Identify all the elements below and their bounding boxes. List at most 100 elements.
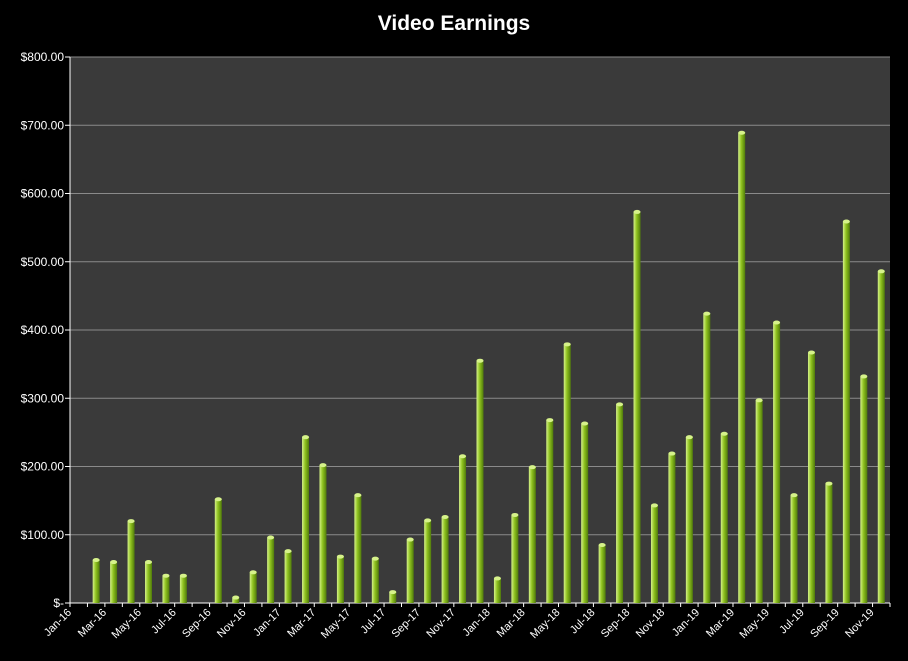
bar xyxy=(441,517,449,603)
bar-top xyxy=(720,431,728,436)
bar xyxy=(528,467,536,603)
y-tick-label: $- xyxy=(53,596,64,610)
bar-top xyxy=(249,570,257,575)
x-tick-label: May-19 xyxy=(738,607,772,641)
bar-top xyxy=(476,358,484,363)
bar xyxy=(685,437,693,603)
bar-top xyxy=(825,481,833,486)
bar xyxy=(860,376,868,603)
bar-top xyxy=(860,374,868,379)
bar xyxy=(110,562,118,603)
bar xyxy=(336,556,344,603)
bar-top xyxy=(406,537,414,542)
x-tick-label: Jan-18 xyxy=(461,607,493,639)
bar xyxy=(773,322,781,603)
x-tick-label: May-17 xyxy=(319,607,353,641)
bar xyxy=(476,360,484,603)
bar xyxy=(424,520,432,603)
bar xyxy=(232,597,240,603)
bar xyxy=(668,453,676,603)
bar-top xyxy=(214,497,222,502)
bar xyxy=(284,551,292,603)
bar-top xyxy=(511,512,519,517)
bar-top xyxy=(145,560,153,565)
bar-top xyxy=(528,465,536,470)
x-tick-label: Sep-17 xyxy=(389,607,423,641)
x-tick-label: Jul-17 xyxy=(358,607,388,637)
bar xyxy=(738,132,746,603)
bar xyxy=(825,483,833,603)
x-tick-label: Jul-18 xyxy=(568,607,598,637)
y-tick-label: $200.00 xyxy=(21,460,65,474)
bar-top xyxy=(319,463,327,468)
x-tick-label: Mar-17 xyxy=(285,607,318,640)
bar xyxy=(493,578,501,603)
bar-top xyxy=(581,421,589,426)
x-tick-label: May-16 xyxy=(109,607,143,641)
bar xyxy=(214,499,222,603)
bar-top xyxy=(685,435,693,440)
bar-top xyxy=(92,558,100,563)
bar-top xyxy=(267,535,275,540)
bar xyxy=(598,544,606,603)
bar xyxy=(145,562,153,603)
x-tick-label: Sep-19 xyxy=(808,607,842,641)
chart-title: Video Earnings xyxy=(377,12,531,35)
bar-top xyxy=(703,311,711,316)
bar-top xyxy=(877,269,885,274)
bar-top xyxy=(755,398,763,403)
bar xyxy=(790,495,798,603)
bar-top xyxy=(633,209,641,214)
bar xyxy=(406,539,414,603)
bar-top xyxy=(162,573,170,578)
x-tick-label: Jul-16 xyxy=(149,607,179,637)
bar xyxy=(92,560,100,603)
bar xyxy=(459,456,467,603)
x-tick-label: Nov-17 xyxy=(424,607,458,641)
bar-top xyxy=(493,576,501,581)
bar-top xyxy=(738,130,746,135)
bar-top xyxy=(424,518,432,523)
x-tick-label: Mar-18 xyxy=(495,607,528,640)
bar-top xyxy=(616,402,624,407)
y-tick-label: $100.00 xyxy=(21,528,65,542)
bar xyxy=(511,514,519,603)
bar xyxy=(249,572,257,603)
bar xyxy=(842,221,850,604)
bar xyxy=(616,404,624,603)
bar xyxy=(720,433,728,603)
bar xyxy=(371,558,379,603)
bar-top xyxy=(842,219,850,224)
bar-top xyxy=(302,435,310,440)
x-tick-label: Nov-18 xyxy=(634,607,668,641)
bar-top xyxy=(232,595,240,600)
bar-top xyxy=(336,554,344,559)
y-tick-label: $800.00 xyxy=(21,50,65,64)
x-tick-label: Jan-17 xyxy=(251,607,283,639)
y-tick-label: $300.00 xyxy=(21,391,65,405)
bar xyxy=(546,420,554,603)
y-tick-label: $400.00 xyxy=(21,323,65,337)
x-tick-label: Jan-19 xyxy=(670,607,702,639)
bar xyxy=(650,505,658,603)
y-tick-label: $500.00 xyxy=(21,255,65,269)
bar-top xyxy=(284,549,292,554)
x-tick-label: Mar-19 xyxy=(704,607,737,640)
x-tick-label: Jan-16 xyxy=(42,607,74,639)
x-tick-label: Jul-19 xyxy=(777,607,807,637)
bar xyxy=(807,352,815,603)
bar-top xyxy=(441,515,449,520)
x-tick-label: Sep-16 xyxy=(180,607,214,641)
bar-top xyxy=(371,556,379,561)
bar-top xyxy=(389,590,397,595)
bar xyxy=(563,344,571,603)
y-tick-label: $600.00 xyxy=(21,187,65,201)
bar-top xyxy=(790,493,798,498)
bar-top xyxy=(354,493,362,498)
bar-top xyxy=(546,418,554,423)
x-tick-label: Nov-16 xyxy=(215,607,249,641)
bar-top xyxy=(179,573,187,578)
bar-top xyxy=(668,451,676,456)
